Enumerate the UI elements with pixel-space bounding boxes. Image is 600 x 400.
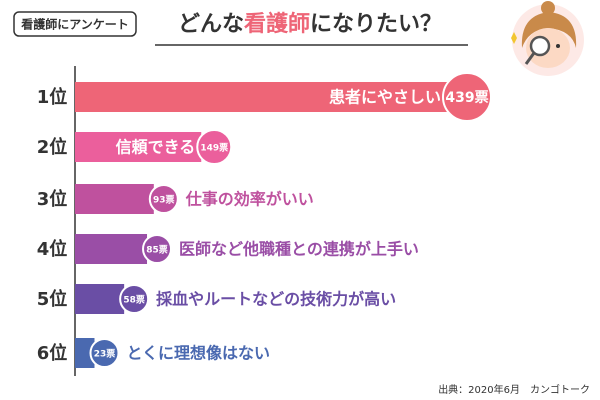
- value-label: 439票: [445, 90, 488, 106]
- value-badge: [142, 234, 173, 264]
- bar: [75, 234, 148, 264]
- value-badge: [89, 338, 120, 368]
- value-label: 85票: [146, 244, 168, 256]
- value-badge: [119, 284, 150, 314]
- category-label: 採血やルートなどの技術力が高い: [156, 290, 396, 309]
- value-label: 58票: [123, 294, 145, 306]
- title-highlight: 看護師: [244, 11, 310, 37]
- tag: 看護師にアンケート: [21, 17, 129, 32]
- value-label: 93票: [153, 194, 175, 206]
- bar: [75, 82, 447, 112]
- bar: [75, 132, 202, 162]
- category-label: 仕事の効率がいい: [185, 190, 314, 209]
- bar: [75, 184, 154, 214]
- value-badge: [442, 72, 492, 122]
- rank-label: 4位: [37, 238, 68, 260]
- category-label: 医師など他職種との連携が上手い: [179, 240, 419, 259]
- value-label: 23票: [94, 348, 116, 360]
- category-label: とくに理想像はない: [126, 344, 270, 363]
- chart-title: どんな看護師になりたい？: [178, 11, 442, 37]
- bar: [75, 338, 95, 368]
- category-label: 信頼できる: [116, 138, 196, 157]
- rank-label: 2位: [37, 136, 68, 158]
- illustration: [511, 1, 584, 76]
- rank-label: 1位: [37, 86, 68, 108]
- rank-label: 6位: [37, 342, 68, 364]
- category-label: 患者にやさしい: [329, 88, 441, 107]
- value-badge: [196, 129, 233, 165]
- tag-box: [13, 11, 137, 37]
- rank-label: 5位: [37, 288, 68, 310]
- bar: [75, 284, 125, 314]
- source: 出典：2020年6月 カンゴトーク: [438, 383, 590, 396]
- value-badge: [148, 184, 179, 214]
- value-label: 149票: [200, 142, 228, 154]
- rank-label: 3位: [37, 188, 68, 210]
